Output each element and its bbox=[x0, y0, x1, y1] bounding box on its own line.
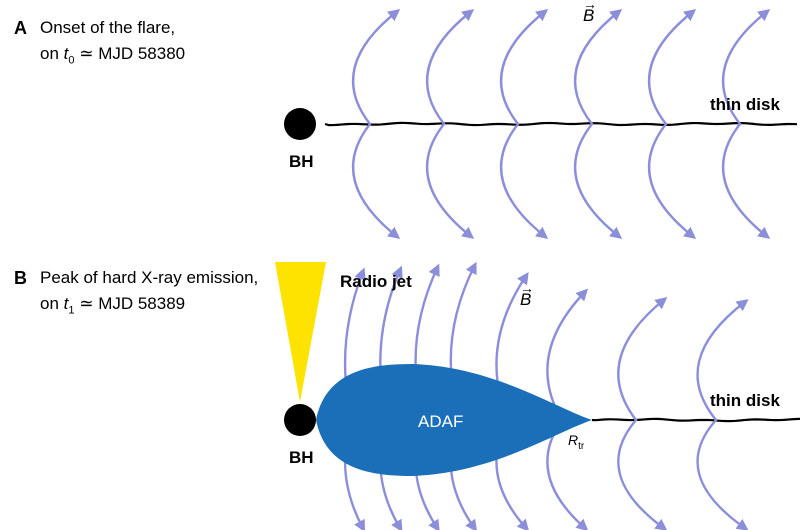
field-line bbox=[547, 292, 584, 420]
panel-b-rtr-label: Rtr bbox=[568, 432, 584, 452]
panel-b-thin-disk-label: thin disk bbox=[710, 391, 780, 411]
panel-b-jet-label: Radio jet bbox=[340, 272, 412, 292]
field-line bbox=[501, 12, 544, 124]
panel-a-thin-disk-label: thin disk bbox=[710, 95, 780, 115]
field-line bbox=[649, 124, 692, 236]
field-line bbox=[618, 420, 663, 528]
field-line bbox=[353, 12, 396, 124]
panel-a-bh-label: BH bbox=[289, 152, 314, 172]
panel-b-adaf-label: ADAF bbox=[418, 412, 463, 432]
thin-disk-line bbox=[325, 123, 797, 125]
panel-a-caption-2: on t0 ≃ MJD 58380 bbox=[40, 44, 185, 66]
panel-b-caption-2: on t1 ≃ MJD 58389 bbox=[40, 294, 185, 316]
field-line bbox=[501, 124, 544, 236]
panel-a-label: A bbox=[14, 18, 27, 39]
black-hole bbox=[284, 108, 316, 140]
field-line bbox=[427, 12, 470, 124]
field-line bbox=[723, 124, 766, 236]
field-line bbox=[353, 124, 396, 236]
field-line bbox=[575, 124, 618, 236]
field-line bbox=[698, 420, 745, 528]
field-line bbox=[575, 12, 618, 124]
field-line bbox=[618, 300, 663, 420]
thin-disk-line bbox=[592, 419, 800, 421]
panel-b-caption-1: Peak of hard X-ray emission, bbox=[40, 268, 258, 288]
field-line bbox=[649, 12, 692, 124]
panel-a-caption-1: Onset of the flare, bbox=[40, 18, 175, 38]
panel-b-label: B bbox=[14, 268, 27, 289]
panel-b-bh-label: BH bbox=[289, 448, 314, 468]
panel-a-bvec: →B bbox=[583, 6, 594, 26]
black-hole bbox=[284, 404, 316, 436]
panel-b-bvec: →B bbox=[520, 290, 531, 310]
field-line bbox=[427, 124, 470, 236]
radio-jet bbox=[275, 262, 326, 402]
